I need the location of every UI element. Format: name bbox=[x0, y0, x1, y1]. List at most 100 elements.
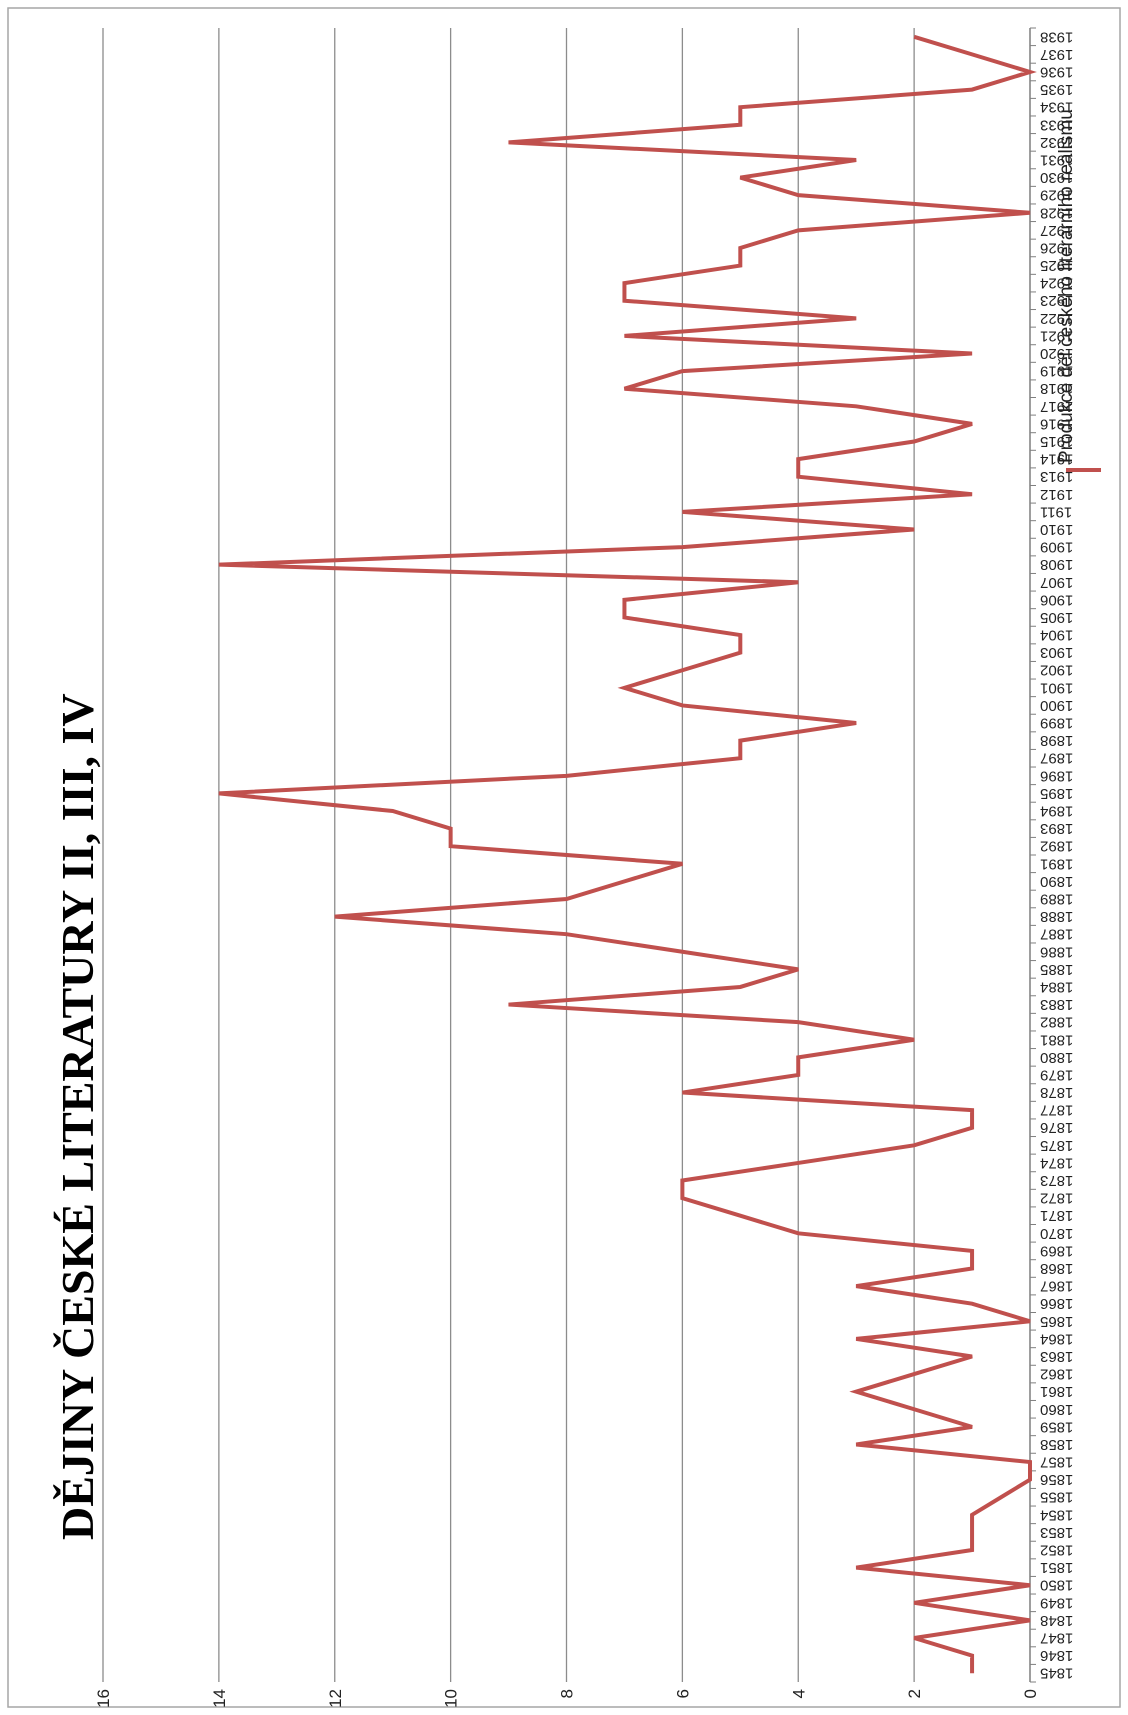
x-tick-label: 1868 bbox=[1040, 1260, 1073, 1277]
x-tick-label: 1860 bbox=[1040, 1401, 1073, 1418]
grid-lines bbox=[102, 28, 915, 1682]
x-tick-label: 1923 bbox=[1040, 292, 1073, 309]
x-tick-label: 1912 bbox=[1040, 486, 1073, 503]
x-tick-label: 1908 bbox=[1040, 556, 1073, 573]
x-tick-label: 1905 bbox=[1040, 609, 1073, 626]
y-tick-label: 2 bbox=[905, 1689, 924, 1698]
x-tick-label: 1878 bbox=[1040, 1084, 1073, 1101]
x-tick-label: 1922 bbox=[1040, 310, 1073, 327]
x-tick-label: 1917 bbox=[1040, 398, 1073, 415]
x-tick-label: 1929 bbox=[1040, 187, 1073, 204]
legend-label: Produkce děl českého literárního realism… bbox=[1056, 109, 1077, 463]
x-tick-label: 1849 bbox=[1040, 1594, 1073, 1611]
x-tick-label: 1934 bbox=[1040, 99, 1073, 116]
x-tick-label: 1846 bbox=[1040, 1647, 1073, 1664]
chart-frame bbox=[7, 7, 1121, 1708]
y-tick-label: 16 bbox=[94, 1689, 113, 1708]
series-line bbox=[218, 34, 1037, 1674]
x-tick-label: 1900 bbox=[1040, 697, 1073, 714]
x-tick-label: 1913 bbox=[1040, 468, 1073, 485]
x-tick-label: 1856 bbox=[1040, 1471, 1073, 1488]
x-tick-label: 1845 bbox=[1040, 1665, 1073, 1682]
x-tick-label: 1867 bbox=[1040, 1278, 1073, 1295]
x-tick-label: 1921 bbox=[1040, 327, 1073, 344]
y-tick-label: 12 bbox=[326, 1689, 345, 1708]
x-tick-label: 1932 bbox=[1040, 134, 1073, 151]
x-tick-label: 1902 bbox=[1040, 662, 1073, 679]
y-tick-label: 0 bbox=[1021, 1689, 1040, 1698]
x-tick-label: 1876 bbox=[1040, 1119, 1073, 1136]
x-tick-label: 1903 bbox=[1040, 644, 1073, 661]
x-tick-label: 1879 bbox=[1040, 1066, 1073, 1083]
x-tick-label: 1848 bbox=[1040, 1612, 1073, 1629]
x-tick-label: 1866 bbox=[1040, 1295, 1073, 1312]
x-tick-label: 1873 bbox=[1040, 1172, 1073, 1189]
x-tick-label: 1847 bbox=[1040, 1630, 1073, 1647]
y-axis-ticks: 0 2 4 6 8 10 12 14 16 bbox=[94, 1689, 1040, 1708]
x-tick-label: 1889 bbox=[1040, 890, 1073, 907]
x-tick-label: 1897 bbox=[1040, 750, 1073, 767]
x-tick-label: 1918 bbox=[1040, 380, 1073, 397]
x-tick-label: 1864 bbox=[1040, 1330, 1073, 1347]
x-tick-label: 1909 bbox=[1040, 539, 1073, 556]
x-tick-label: 1862 bbox=[1040, 1366, 1073, 1383]
x-tick-label: 1874 bbox=[1040, 1154, 1073, 1171]
x-tick-label: 1861 bbox=[1040, 1383, 1073, 1400]
y-tick-label: 4 bbox=[789, 1689, 808, 1698]
x-tick-label: 1928 bbox=[1040, 204, 1073, 221]
x-tick-label: 1854 bbox=[1040, 1506, 1073, 1523]
series-points bbox=[218, 36, 1031, 1674]
x-tick-label: 1857 bbox=[1040, 1454, 1073, 1471]
x-tick-label: 1938 bbox=[1040, 28, 1073, 45]
x-tick-label: 1907 bbox=[1040, 574, 1073, 591]
x-tick-label: 1851 bbox=[1040, 1559, 1073, 1576]
x-tick-label: 1855 bbox=[1040, 1489, 1073, 1506]
x-tick-label: 1937 bbox=[1040, 46, 1073, 63]
x-tick-label: 1885 bbox=[1040, 961, 1073, 978]
x-tick-label: 1883 bbox=[1040, 996, 1073, 1013]
y-tick-label: 10 bbox=[442, 1689, 461, 1708]
x-tick-label: 1925 bbox=[1040, 257, 1073, 274]
x-tick-label: 1875 bbox=[1040, 1137, 1073, 1154]
x-tick-label: 1892 bbox=[1040, 838, 1073, 855]
x-tick-label: 1893 bbox=[1040, 820, 1073, 837]
x-tick-label: 1869 bbox=[1040, 1242, 1073, 1259]
x-tick-label: 1877 bbox=[1040, 1102, 1073, 1119]
x-tick-label: 1872 bbox=[1040, 1190, 1073, 1207]
y-tick-label: 6 bbox=[673, 1689, 692, 1698]
x-tick-label: 1871 bbox=[1040, 1207, 1073, 1224]
x-tick-label: 1899 bbox=[1040, 715, 1073, 732]
x-tick-label: 1882 bbox=[1040, 1014, 1073, 1031]
x-tick-label: 1863 bbox=[1040, 1348, 1073, 1365]
x-tick-label: 1896 bbox=[1040, 767, 1073, 784]
x-tick-label: 1888 bbox=[1040, 908, 1073, 925]
y-tick-label: 8 bbox=[558, 1689, 577, 1698]
x-tick-label: 1887 bbox=[1040, 926, 1073, 943]
x-tick-label: 1891 bbox=[1040, 855, 1073, 872]
x-tick-label: 1881 bbox=[1040, 1031, 1073, 1048]
x-tick-label: 1901 bbox=[1040, 679, 1073, 696]
x-tick-label: 1919 bbox=[1040, 363, 1073, 380]
x-tick-label: 1850 bbox=[1040, 1577, 1073, 1594]
x-tick-label: 1870 bbox=[1040, 1225, 1073, 1242]
x-tick-label: 1859 bbox=[1040, 1418, 1073, 1435]
x-tick-label: 1910 bbox=[1040, 521, 1073, 538]
y-tick-label: 14 bbox=[210, 1689, 229, 1708]
x-tick-label: 1936 bbox=[1040, 63, 1073, 80]
x-axis-ticks: 1845184618471848184918501851185218531854… bbox=[1030, 27, 1073, 1683]
x-tick-label: 1858 bbox=[1040, 1436, 1073, 1453]
x-tick-label: 1935 bbox=[1040, 81, 1073, 98]
x-tick-label: 1933 bbox=[1040, 116, 1073, 133]
x-tick-label: 1853 bbox=[1040, 1524, 1073, 1541]
x-tick-label: 1931 bbox=[1040, 151, 1073, 168]
x-tick-label: 1930 bbox=[1040, 169, 1073, 186]
x-tick-label: 1895 bbox=[1040, 785, 1073, 802]
x-tick-label: 1880 bbox=[1040, 1049, 1073, 1066]
x-tick-label: 1865 bbox=[1040, 1313, 1073, 1330]
x-tick-label: 1920 bbox=[1040, 345, 1073, 362]
x-tick-label: 1884 bbox=[1040, 978, 1073, 995]
x-tick-label: 1906 bbox=[1040, 591, 1073, 608]
